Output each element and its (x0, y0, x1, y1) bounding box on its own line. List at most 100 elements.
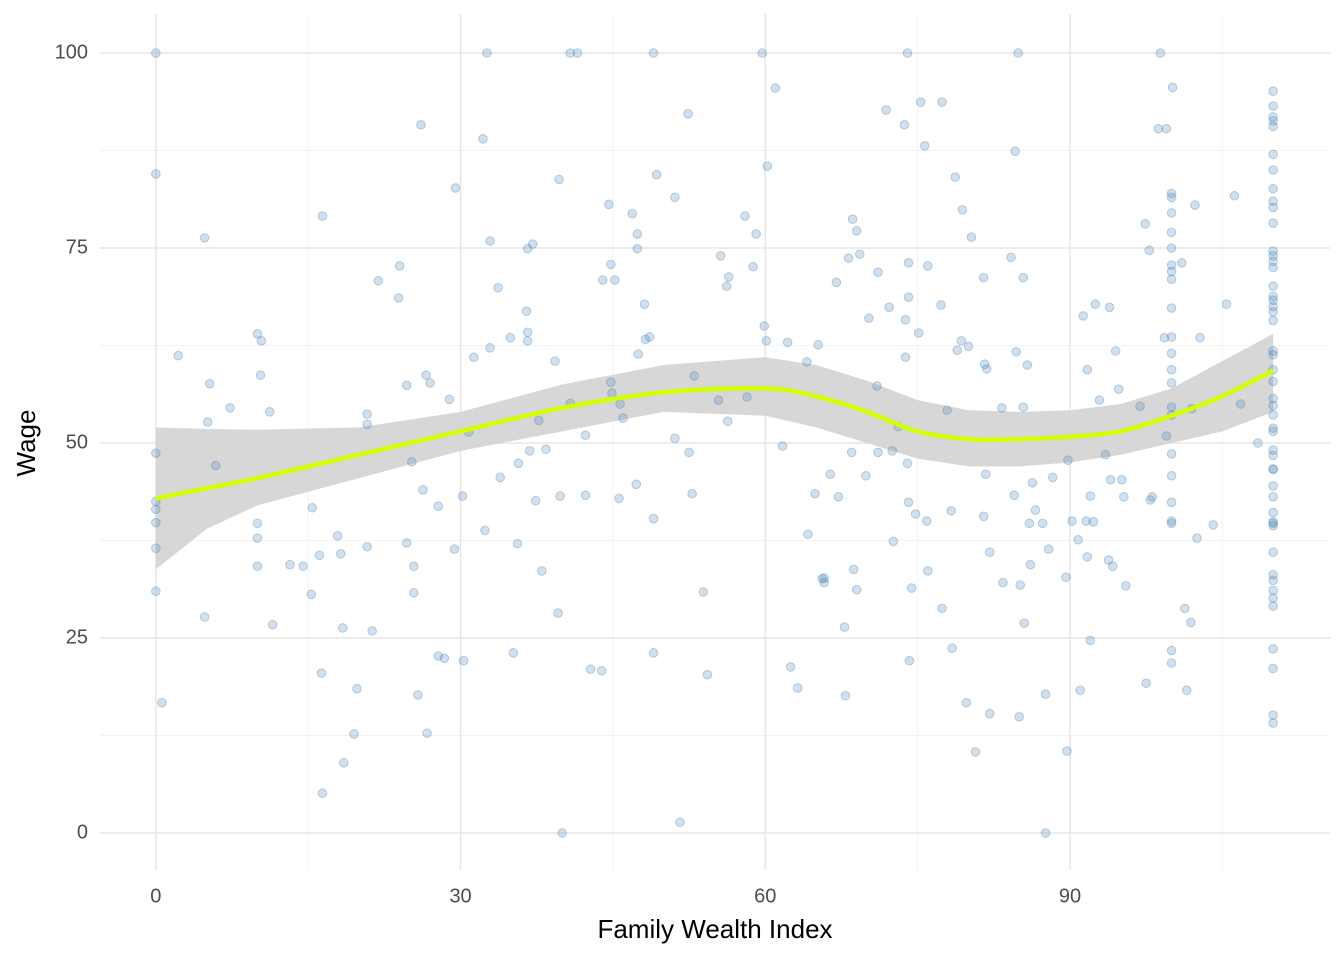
point (1268, 710, 1278, 721)
point (1144, 245, 1155, 256)
point (648, 513, 659, 524)
point (762, 161, 773, 171)
point (597, 275, 608, 285)
point (1268, 585, 1278, 596)
point (757, 48, 768, 58)
point (421, 370, 431, 380)
point (639, 299, 650, 309)
point (748, 261, 758, 272)
point (307, 502, 318, 513)
point (1190, 200, 1200, 210)
point (407, 456, 417, 467)
point (1268, 350, 1278, 360)
point (1268, 256, 1278, 267)
point (1107, 561, 1118, 572)
point (648, 648, 659, 658)
point (947, 643, 957, 653)
point (485, 343, 495, 353)
point (957, 204, 968, 215)
point (1268, 601, 1278, 611)
point (670, 433, 680, 444)
point (702, 669, 713, 680)
point (1166, 260, 1177, 270)
smooth-line (155, 368, 1275, 501)
point (872, 381, 882, 391)
point (173, 350, 184, 361)
point (803, 529, 813, 540)
point (978, 272, 989, 283)
point (1043, 544, 1054, 554)
point (1153, 123, 1164, 134)
point (1094, 395, 1105, 405)
point (1166, 227, 1177, 238)
x-tick-label: 30 (449, 885, 471, 907)
point (1166, 402, 1177, 412)
point (761, 336, 772, 346)
point (151, 448, 161, 458)
point (285, 559, 295, 570)
point (1085, 491, 1096, 501)
point (457, 491, 468, 501)
point (480, 525, 490, 536)
point (439, 653, 450, 664)
point (1018, 272, 1029, 283)
point (606, 259, 616, 270)
point (332, 531, 343, 541)
point (610, 275, 620, 285)
y-tick-label: 0 (77, 821, 88, 843)
point (1268, 393, 1278, 404)
point (1166, 348, 1177, 359)
point (1268, 426, 1278, 437)
point (785, 662, 796, 672)
y-tick-label: 100 (55, 41, 88, 63)
point (1253, 438, 1263, 448)
point (450, 183, 461, 193)
point (362, 541, 372, 552)
point (1268, 149, 1278, 160)
point (505, 332, 516, 343)
point (721, 281, 732, 292)
point (675, 817, 685, 827)
point (922, 261, 933, 271)
point (335, 548, 346, 559)
point (802, 357, 812, 367)
point (264, 407, 275, 417)
point (409, 561, 419, 572)
point (1082, 364, 1093, 375)
point (585, 664, 596, 675)
point (648, 48, 659, 58)
point (1268, 183, 1278, 194)
point (1195, 332, 1205, 343)
point (493, 282, 503, 293)
point (903, 258, 914, 268)
point (533, 415, 544, 426)
point (888, 536, 899, 547)
point (777, 441, 788, 451)
point (1166, 378, 1177, 388)
point (997, 403, 1007, 413)
point (903, 292, 914, 302)
x-tick-label: 60 (754, 885, 776, 907)
point (902, 458, 913, 469)
y-axis-title: Wage (11, 410, 41, 477)
point (449, 544, 460, 554)
point (252, 329, 263, 339)
point (527, 239, 538, 249)
point (606, 377, 616, 387)
point (1268, 520, 1278, 531)
point (1268, 547, 1278, 558)
point (952, 345, 963, 355)
point (1268, 410, 1278, 420)
point (937, 603, 947, 614)
point (851, 584, 862, 595)
point (792, 683, 803, 693)
point (337, 623, 348, 633)
point (550, 356, 560, 366)
point (1009, 490, 1019, 501)
point (1221, 299, 1232, 309)
point (1176, 258, 1187, 268)
point (1268, 291, 1278, 302)
x-tick-label: 0 (150, 885, 161, 907)
point (607, 388, 617, 398)
point (1024, 518, 1035, 529)
